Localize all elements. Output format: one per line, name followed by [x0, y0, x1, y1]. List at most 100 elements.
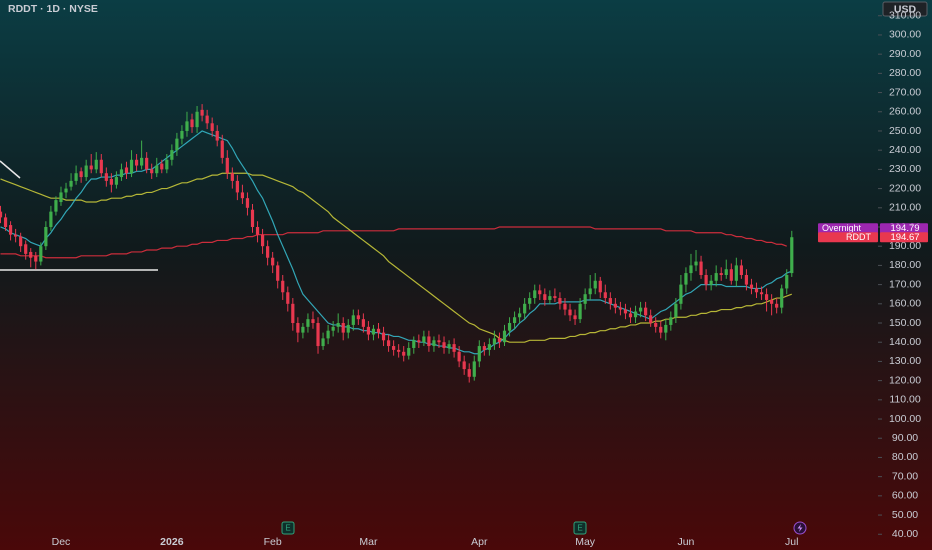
candle-body — [260, 234, 265, 247]
candle-body — [386, 340, 391, 347]
overnight-badge — [818, 223, 878, 234]
candle-body — [492, 338, 497, 345]
last-label: RDDT — [846, 232, 871, 242]
candle-body — [437, 340, 441, 343]
candle-body — [346, 324, 350, 333]
candle-body — [633, 311, 638, 318]
candle-body — [180, 130, 184, 139]
candle-body — [669, 317, 673, 325]
y-tick-label: 150.00 — [889, 317, 921, 329]
candle-body — [230, 173, 234, 181]
candle-body — [79, 171, 83, 178]
candle-body — [654, 323, 658, 327]
candle-body — [744, 275, 749, 285]
candle-body — [69, 180, 73, 187]
currency-button[interactable] — [882, 1, 928, 17]
y-tick-label: 70.00 — [892, 470, 918, 482]
candle-body — [573, 315, 577, 320]
candle-body — [457, 351, 461, 362]
event-marker[interactable] — [281, 521, 295, 535]
candle-body — [679, 284, 683, 304]
candle-body — [432, 340, 436, 347]
y-tick-label: 80.00 — [892, 451, 918, 463]
candle-body — [689, 265, 693, 274]
candle-body — [704, 275, 708, 285]
candle-body — [583, 294, 587, 304]
candle-body — [129, 159, 134, 174]
candle-body — [427, 336, 431, 347]
candle-body — [114, 177, 119, 185]
x-tick-label: Dec — [52, 536, 71, 548]
candle-body — [34, 255, 38, 262]
candle-body — [205, 115, 209, 124]
candle-body — [316, 323, 320, 347]
candle-body — [649, 315, 653, 324]
candle-body — [94, 159, 98, 170]
candle-body — [134, 159, 139, 166]
candle-body — [563, 303, 567, 310]
candle-body — [397, 349, 401, 352]
candle-body — [145, 157, 149, 170]
candle-body — [518, 313, 522, 318]
y-tick-label: 290.00 — [889, 48, 921, 60]
candle-body — [538, 290, 542, 295]
candle-body — [19, 236, 23, 247]
event-label: E — [577, 524, 582, 533]
moving-average — [0, 226, 787, 259]
candle-body — [155, 165, 159, 174]
y-tick-label: 190.00 — [889, 240, 921, 252]
candle-body — [785, 275, 789, 289]
candle-body — [160, 163, 164, 170]
candle-body — [190, 119, 194, 128]
candle-body — [245, 198, 250, 208]
candle-body — [3, 217, 8, 227]
candle-body — [49, 211, 53, 227]
x-tick-label: Apr — [471, 536, 488, 548]
y-tick-label: 250.00 — [889, 125, 921, 137]
candle-body — [598, 280, 602, 293]
candle-body — [255, 226, 260, 235]
y-tick-label: 180.00 — [889, 259, 921, 271]
candle-body — [709, 280, 713, 285]
candle-body — [603, 292, 607, 299]
y-tick-label: 300.00 — [889, 29, 921, 41]
candle-body — [684, 273, 688, 285]
chart-title: RDDT · 1D · NYSE — [8, 3, 98, 15]
candle-body — [165, 159, 169, 170]
y-tick-label: 120.00 — [889, 374, 921, 386]
candle-body — [694, 261, 698, 266]
candle-body — [44, 226, 48, 247]
y-tick-label: 280.00 — [889, 67, 921, 79]
candle-body — [578, 303, 582, 320]
candle-body — [286, 292, 290, 304]
candle-body — [150, 169, 154, 174]
y-tick-label: 170.00 — [889, 278, 921, 290]
y-tick-label: 110.00 — [889, 394, 920, 406]
candle-body — [361, 319, 365, 327]
x-tick-label: May — [575, 536, 596, 548]
trend-drawing — [0, 160, 21, 179]
candle-body — [638, 307, 643, 312]
y-tick-label: 40.00 — [892, 528, 918, 540]
candle-body — [568, 309, 572, 316]
overnight-price: 194.79 — [890, 223, 919, 234]
lightning-icon — [797, 524, 803, 532]
candle-body — [336, 323, 340, 327]
candle-body — [250, 209, 255, 227]
candle-body — [528, 298, 532, 304]
y-tick-label: 210.00 — [889, 202, 921, 214]
candle-body — [381, 332, 386, 341]
candle-body — [548, 296, 552, 300]
event-marker[interactable] — [573, 521, 587, 535]
candle-body — [215, 130, 219, 141]
candle-body — [734, 265, 738, 281]
candle-body — [225, 157, 229, 174]
x-tick-label: Feb — [264, 536, 282, 548]
candle-body — [281, 280, 285, 293]
x-tick-label: Mar — [359, 536, 378, 548]
overnight-label: Overnight — [822, 223, 862, 233]
candle-body — [240, 192, 245, 199]
candle-body — [533, 290, 537, 299]
